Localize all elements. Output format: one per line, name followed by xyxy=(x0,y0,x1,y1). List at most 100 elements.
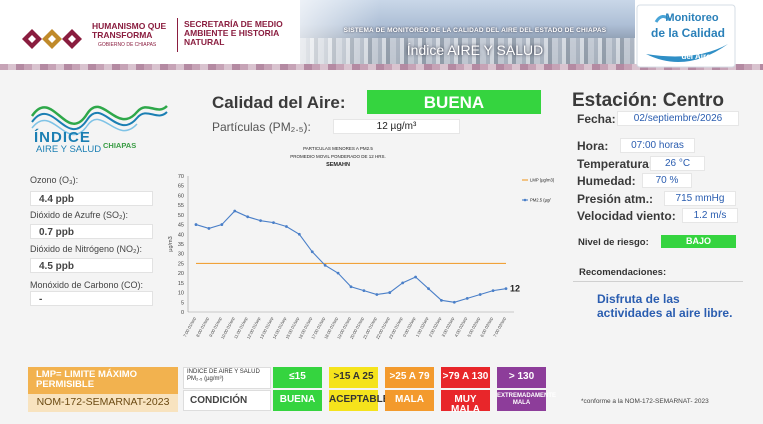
pm25-label: Partículas (PM₂.₅): xyxy=(212,120,311,134)
pm25-value: 12 µg/m³ xyxy=(333,119,460,134)
lmp-norm: NOM-172-SEMARNAT-2023 xyxy=(28,394,178,412)
station-title: Estación: Centro xyxy=(572,90,725,111)
lmp-legend: LMP= LIMITE MÁXIMO PERMISIBLE NOM-172-SE… xyxy=(28,367,178,412)
pm25-point xyxy=(349,285,353,289)
hora-label: Hora: xyxy=(577,139,609,153)
so2-label: Dióxido de Azufre (SO₂): xyxy=(30,210,129,220)
y-tick-label: 60 xyxy=(178,193,184,199)
scale-range-3: >79 A 130 xyxy=(441,367,490,388)
gobierno-chiapas-text: GOBIERNO DE CHIAPAS xyxy=(98,42,157,48)
pm25-point xyxy=(414,275,417,279)
viento-value: 1.2 m/s xyxy=(682,208,738,223)
pm25-point xyxy=(194,223,198,226)
chart-subtitle-2: SEMAHN xyxy=(326,162,350,168)
ozono-value: 4.4 ppb xyxy=(30,191,153,206)
co-value: - xyxy=(30,291,153,306)
pm25-point xyxy=(246,215,250,219)
y-tick-label: 0 xyxy=(181,310,184,316)
fecha-label: Fecha: xyxy=(577,112,616,126)
viento-label: Velocidad viento: xyxy=(577,209,676,223)
scale-range-4: > 130 xyxy=(497,367,546,388)
pm25-point xyxy=(427,287,430,291)
pm25-point xyxy=(285,225,288,228)
pm25-point xyxy=(272,221,275,225)
calidad-aire-value: BUENA xyxy=(367,90,541,114)
hora-value: 07:00 horas xyxy=(620,138,695,153)
scale-condition-3: MUY MALA xyxy=(441,390,490,415)
co-label: Monóxido de Carbono (CO): xyxy=(30,280,144,290)
no2-value: 4.5 ppb xyxy=(30,258,153,273)
scale-condition-label: CONDICIÓN xyxy=(183,390,271,411)
index-title: Índice AIRE Y SALUD xyxy=(406,42,544,58)
indice-aire-salud-waves-icon xyxy=(30,105,168,136)
calidad-aire-label: Calidad del Aire: xyxy=(212,93,346,112)
pm25-point xyxy=(440,298,443,302)
y-tick-label: 10 xyxy=(178,291,184,297)
y-tick-label: 65 xyxy=(178,184,184,190)
pm25-point xyxy=(401,281,405,285)
presion-value: 715 mmHg xyxy=(664,191,736,206)
x-tick-label: 7:00 02/sep xyxy=(492,316,507,338)
recomendaciones-text: Disfruta de las actividades al aire libr… xyxy=(597,292,733,320)
legend-marker-pm25 xyxy=(523,198,527,202)
ozono-label: Ozono (O₃): xyxy=(30,175,79,185)
fecha-value: 02/septiembre/2026 xyxy=(617,111,739,126)
pm25-point xyxy=(207,227,211,230)
nivel-riesgo-label: Nivel de riesgo: xyxy=(578,237,649,248)
scale-condition-2: MALA xyxy=(385,390,434,411)
y-tick-label: 50 xyxy=(178,213,184,219)
humedad-value: 70 % xyxy=(642,173,692,188)
pm25-point xyxy=(452,300,456,304)
y-tick-label: 55 xyxy=(178,203,184,209)
decorative-band xyxy=(0,64,763,70)
y-tick-label: 40 xyxy=(178,232,184,238)
scale-header: INDICE DE AIRE Y SALUD PM₂.₅ (µg/m³) xyxy=(183,367,271,389)
pm25-line-chart: PARTICULAS MENORES A PM2.5 PROMEDIO MOVIL… xyxy=(168,146,555,340)
y-axis-label: µg/m3 xyxy=(168,236,174,251)
pm25-point xyxy=(465,297,469,300)
humanismo-logo-text: HUMANISMO QUE TRANSFORMA xyxy=(92,21,167,40)
index-scale-table: INDICE DE AIRE Y SALUD PM₂.₅ (µg/m³) CON… xyxy=(183,367,556,415)
pm25-point xyxy=(336,271,340,275)
indice-logo-chiapas: CHIAPAS xyxy=(103,141,137,150)
chiapas-government-logo xyxy=(22,29,82,49)
y-tick-label: 70 xyxy=(178,174,184,180)
pm25-point xyxy=(478,293,482,296)
monitoreo-line-3: del Aire xyxy=(681,52,711,61)
pm25-point xyxy=(310,250,314,254)
y-tick-label: 20 xyxy=(178,271,184,277)
y-tick-label: 45 xyxy=(178,223,184,229)
conforme-note: *conforme a la NOM-172-SEMARNAT- 2023 xyxy=(581,398,709,405)
scale-condition-0: BUENA xyxy=(273,390,322,411)
y-tick-label: 30 xyxy=(178,252,184,258)
scale-range-1: >15 A 25 xyxy=(329,367,378,388)
so2-value: 0.7 ppb xyxy=(30,224,153,239)
nivel-riesgo-value: BAJO xyxy=(661,235,736,248)
pm25-point xyxy=(504,287,508,291)
y-tick-label: 25 xyxy=(178,261,184,267)
monitoreo-line-1: Monitoreo xyxy=(665,12,718,24)
pm25-point xyxy=(491,289,495,293)
scale-range-2: >25 A 79 xyxy=(385,367,434,388)
temperatura-label: Temperatura: xyxy=(577,157,653,171)
pm25-point xyxy=(323,263,327,267)
last-value-label: 12 xyxy=(510,284,520,294)
pm25-point xyxy=(233,209,237,213)
y-tick-label: 15 xyxy=(178,281,184,287)
pm25-point xyxy=(362,289,366,293)
y-tick-label: 35 xyxy=(178,242,184,248)
scale-condition-4: EXTREMADAMENTE MALA xyxy=(497,390,556,411)
y-tick-label: 5 xyxy=(181,300,184,306)
pm25-point xyxy=(388,291,392,294)
legend-lmp: LMP (µg/m3) xyxy=(530,178,555,183)
pm25-point xyxy=(220,223,224,226)
no2-label: Dióxido de Nitrógeno (NO₂): xyxy=(30,244,143,254)
header: HUMANISMO QUE TRANSFORMA GOBIERNO DE CHI… xyxy=(0,0,763,70)
lmp-title: LMP= LIMITE MÁXIMO PERMISIBLE xyxy=(36,369,138,390)
scale-condition-1: ACEPTABLE xyxy=(329,390,389,411)
chart-title: PARTICULAS MENORES A PM2.5 xyxy=(303,146,373,151)
recomendaciones-label: Recomendaciones: xyxy=(579,267,667,278)
pm25-point xyxy=(259,219,262,223)
series-line-1 xyxy=(195,210,507,303)
scale-range-0: ≤15 xyxy=(273,367,322,388)
